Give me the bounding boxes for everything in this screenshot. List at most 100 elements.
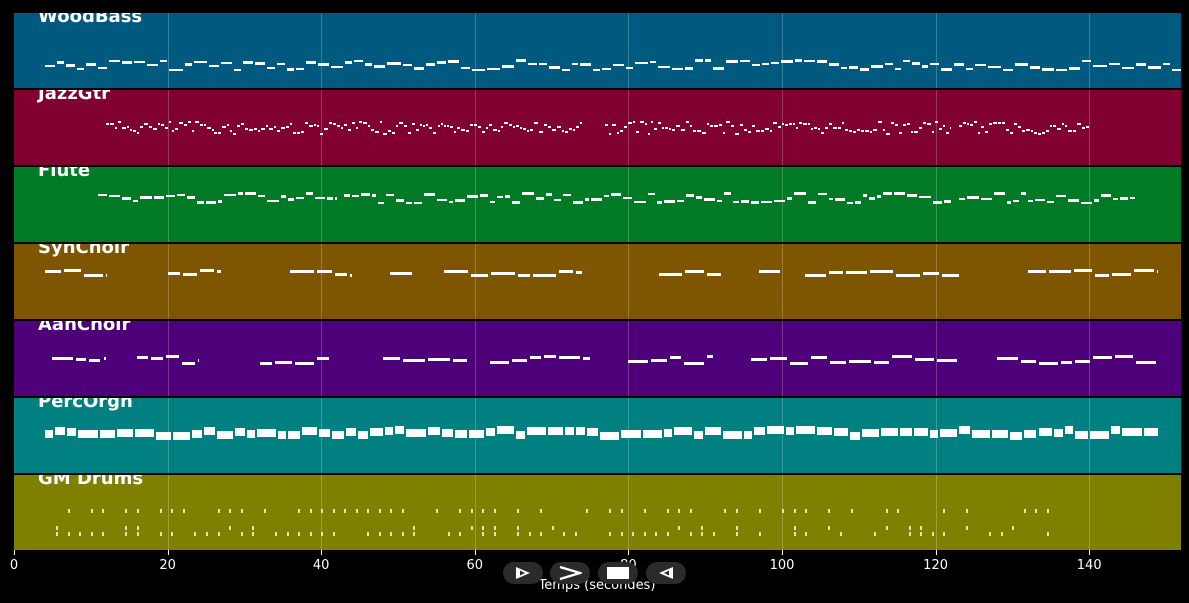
note (110, 123, 114, 126)
note (899, 132, 903, 135)
drum-hit (309, 509, 312, 513)
note (538, 62, 547, 66)
note (245, 192, 256, 195)
drum-hit (298, 532, 301, 536)
track-synchoir: SynChoir (14, 244, 1181, 319)
drum-hit (125, 509, 128, 513)
note (903, 123, 906, 126)
note (52, 357, 73, 361)
grid-line (1089, 167, 1091, 242)
note (1068, 129, 1072, 132)
drum-hit (528, 532, 531, 536)
note (255, 62, 266, 65)
fast-forward-button[interactable] (550, 562, 590, 584)
note (676, 124, 680, 127)
note (443, 124, 447, 127)
note (133, 60, 146, 64)
note (523, 127, 527, 130)
drum-hit (735, 509, 738, 513)
note (770, 61, 779, 65)
note (281, 127, 285, 130)
drum-hit (217, 509, 220, 513)
note (761, 200, 773, 204)
note (370, 129, 374, 132)
note (387, 62, 401, 65)
note (774, 199, 785, 203)
grid-line (935, 90, 937, 165)
note (770, 356, 787, 360)
note (129, 128, 133, 131)
note (786, 197, 793, 200)
note (1003, 68, 1013, 72)
note (501, 65, 514, 68)
note (817, 192, 828, 196)
note (183, 272, 198, 276)
track-aahchoir: AahChoir (14, 321, 1181, 396)
note (200, 269, 214, 273)
note (686, 194, 695, 197)
drum-hit (102, 509, 105, 513)
note (751, 357, 768, 361)
note (862, 428, 879, 437)
note (536, 197, 544, 200)
note (758, 269, 780, 273)
note (1061, 122, 1065, 125)
note (379, 121, 382, 124)
note (706, 123, 710, 126)
note (1028, 199, 1034, 203)
note (199, 124, 203, 127)
note (659, 273, 682, 277)
note (186, 196, 195, 199)
note (396, 124, 399, 127)
note (193, 60, 208, 64)
note (710, 124, 714, 127)
drum-hit (678, 509, 681, 513)
note (892, 355, 912, 359)
note (997, 121, 1002, 124)
note (344, 123, 348, 126)
drum-hit (263, 509, 266, 513)
note (191, 429, 202, 438)
note (1049, 125, 1052, 128)
note (944, 200, 951, 203)
note (693, 130, 697, 133)
note (305, 61, 316, 64)
note (378, 201, 385, 205)
note (1090, 430, 1109, 439)
drum-hit (782, 509, 784, 513)
rewind-button[interactable] (646, 562, 686, 584)
note (627, 122, 632, 125)
note (209, 64, 219, 67)
note (789, 122, 792, 125)
note (940, 428, 957, 437)
drum-hit (413, 526, 416, 530)
note (133, 129, 136, 132)
note (497, 426, 514, 435)
note (769, 130, 772, 133)
note (64, 269, 82, 273)
note (220, 61, 233, 65)
note (344, 194, 351, 197)
drum-hit (1012, 526, 1015, 530)
drum-hit (298, 509, 301, 513)
play-button[interactable] (503, 562, 543, 584)
note (233, 132, 237, 135)
note (1134, 269, 1154, 273)
note (622, 196, 633, 200)
note (799, 122, 803, 125)
note (835, 198, 846, 201)
note (172, 129, 175, 132)
note (455, 199, 465, 202)
note (873, 129, 877, 132)
stop-button[interactable] (598, 562, 638, 584)
note (804, 59, 816, 63)
grid-line (628, 167, 630, 242)
note (785, 427, 795, 436)
drum-hit (159, 532, 162, 536)
note (651, 121, 654, 124)
note (674, 427, 692, 436)
drum-hit (194, 532, 197, 536)
note (453, 130, 457, 133)
drum-hit (171, 509, 174, 513)
drum-hit (494, 532, 496, 536)
